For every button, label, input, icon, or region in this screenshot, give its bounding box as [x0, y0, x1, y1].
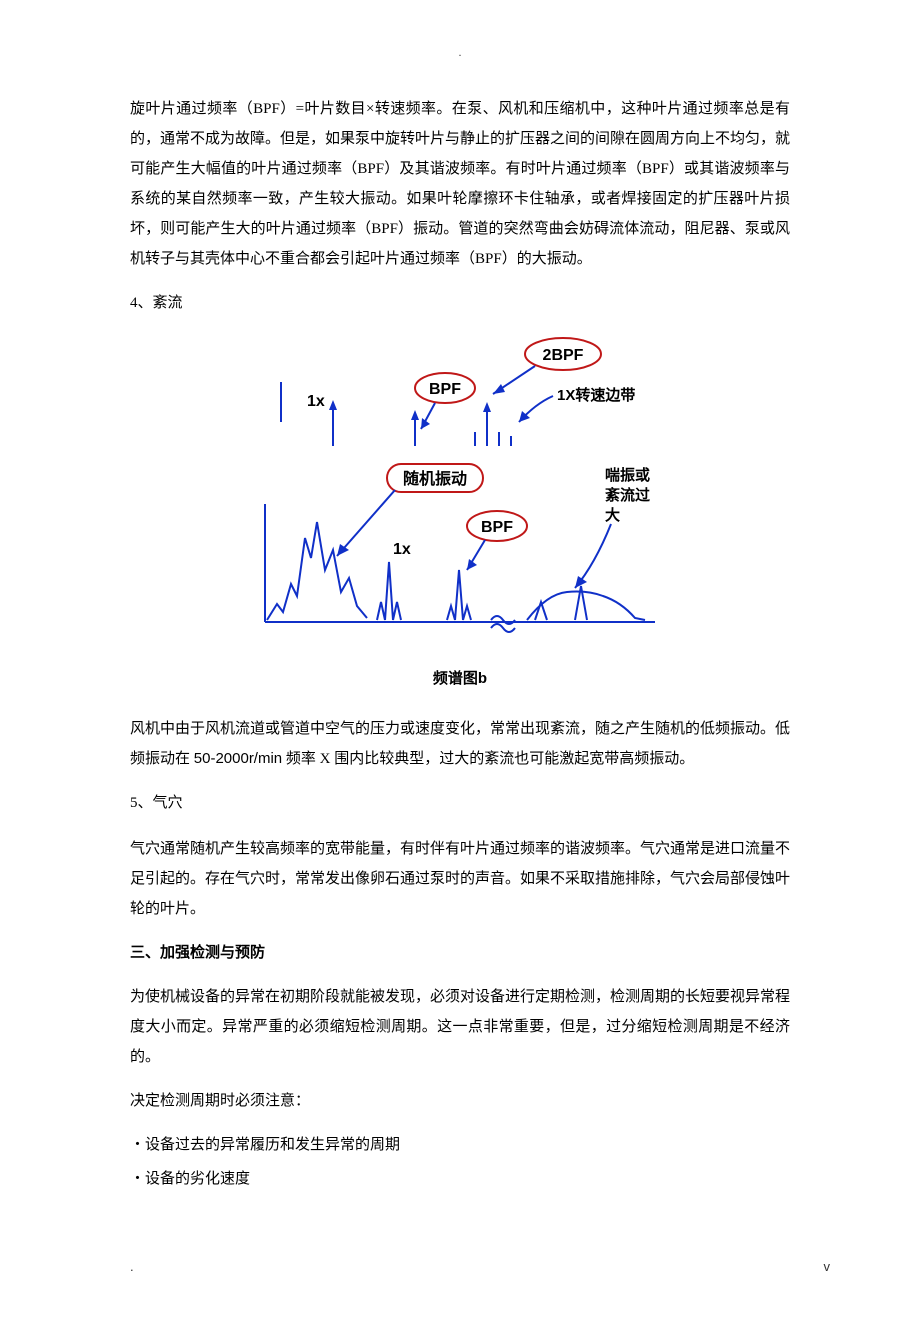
label-surge: 喘振或 紊流过 大 [575, 466, 650, 588]
paragraph-cavitation: 气穴通常随机产生较高频率的宽带能量，有时伴有叶片通过频率的谐波频率。气穴通常是进… [130, 834, 790, 924]
p2-part-b: 50-2000r/min [194, 750, 282, 767]
section-4-heading: 4、紊流 [130, 288, 790, 318]
text-surge-3: 大 [605, 506, 620, 524]
text-1x-lower: 1x [393, 541, 411, 558]
text-1x-sideband: 1X转速边带 [557, 386, 635, 404]
page: . 旋叶片通过频率（BPF）=叶片数目×转速频率。在泵、风机和压缩机中，这种叶片… [0, 0, 920, 1334]
label-bpf-top: BPF [415, 373, 475, 429]
figure-caption: 频谱图b [130, 664, 790, 694]
footer-v: v [824, 1254, 831, 1280]
spectrum-figure-b: 2BPF BPF 1x 1X转速边带 [235, 334, 685, 654]
text-1x-top: 1x [307, 393, 325, 410]
paragraph-inspection: 为使机械设备的异常在初期阶段就能被发现，必须对设备进行定期检测，检测周期的长短要… [130, 982, 790, 1072]
footer-dot: . [130, 1254, 134, 1280]
lower-spectrum [265, 504, 655, 632]
text-bpf-top: BPF [429, 381, 461, 398]
bullet-2: ・设备的劣化速度 [130, 1164, 790, 1194]
page-footer: . v [130, 1254, 790, 1274]
paragraph-bpf: 旋叶片通过频率（BPF）=叶片数目×转速频率。在泵、风机和压缩机中，这种叶片通过… [130, 94, 790, 274]
upper-spectrum [329, 400, 511, 446]
text-surge-2: 紊流过 [605, 486, 650, 504]
label-bpf-lower: BPF [467, 511, 527, 570]
bullet-1: ・设备过去的异常履历和发生异常的周期 [130, 1130, 790, 1160]
p2-part-c: 频率 X 围内比较典型，过大的紊流也可能激起宽带高频振动。 [282, 751, 694, 767]
label-2bpf: 2BPF [493, 338, 601, 394]
text-2bpf: 2BPF [543, 347, 584, 364]
paragraph-note-intro: 决定检测周期时必须注意： [130, 1086, 790, 1116]
text-bpf-lower: BPF [481, 519, 513, 536]
section-5-heading: 5、气穴 [130, 788, 790, 818]
label-1x-sideband: 1X转速边带 [519, 386, 635, 422]
heading-3: 三、加强检测与预防 [130, 938, 790, 968]
top-marker: . [130, 40, 790, 64]
text-surge-1: 喘振或 [605, 466, 650, 484]
text-random-vibration: 随机振动 [403, 469, 467, 488]
paragraph-turbulence: 风机中由于风机流道或管道中空气的压力或速度变化，常常出现紊流，随之产生随机的低频… [130, 714, 790, 774]
